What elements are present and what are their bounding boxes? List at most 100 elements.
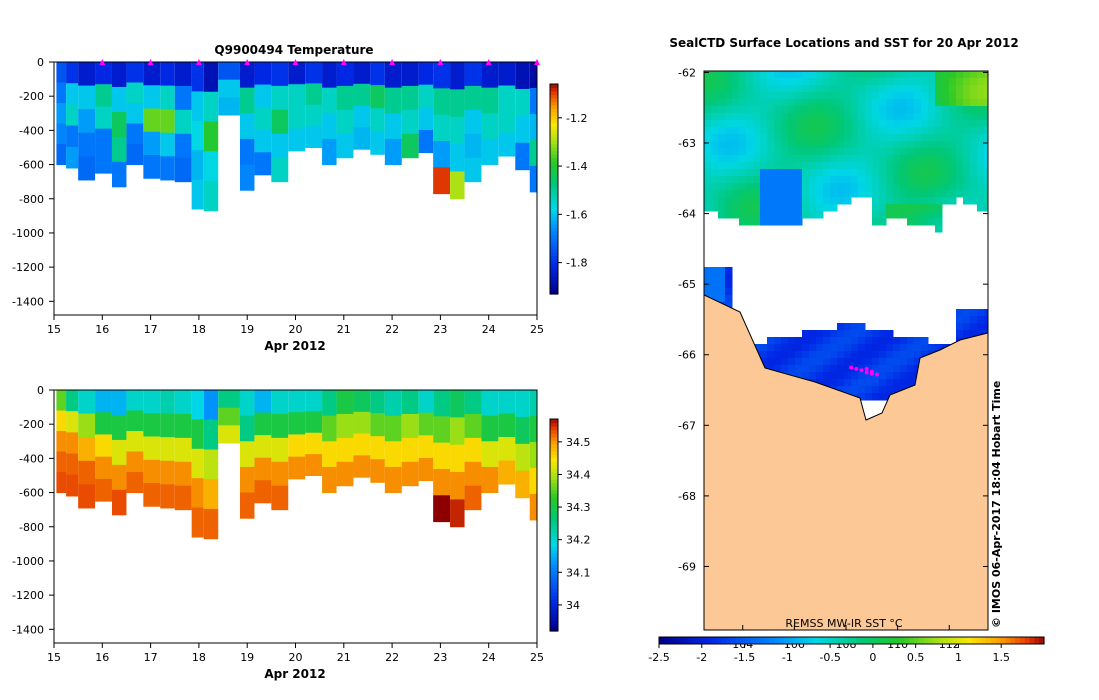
sst-cell [739,141,747,149]
sst-cell [788,85,796,93]
sst-cell [739,92,747,100]
section-cell [498,437,516,462]
section-cell [218,79,240,98]
colorbar-swatch [550,161,558,166]
colorbar-swatch [550,606,558,611]
section-cell [384,441,402,468]
sst-cell [774,92,782,100]
sst-cell [984,113,988,121]
sst-cell [795,183,803,191]
sst-cell [788,190,796,198]
sst-cell [900,183,908,191]
sst-cell [956,190,964,198]
colorbar-swatch [550,599,558,604]
sst-cell [907,85,915,93]
sst-cell [746,197,754,205]
sst-cell [837,372,845,380]
sst-colorbar-frame [658,636,1045,645]
sst-cell [767,113,775,121]
sst-cell [711,288,719,296]
map-content [704,71,988,630]
section-cell [95,434,112,458]
sst-cell [795,92,803,100]
colorbar-swatch [550,276,558,281]
sst-cell [914,127,922,135]
sst-cell [837,162,845,170]
section-cell [143,62,161,86]
salinity-y-ticks: 0-200-400-600-800-1000-1200-1400 [12,384,54,636]
sst-colorbar-swatch [986,637,992,644]
sst-cell [977,148,985,156]
sst-cell [830,92,838,100]
sst-cell [886,113,894,121]
sst-cell [942,162,950,170]
section-cell [271,485,289,511]
sst-cell [865,99,873,107]
colorbar-swatch [550,517,558,523]
section-cell [111,439,127,466]
sst-cell [732,92,740,100]
sst-cell [858,78,866,86]
section-cell [203,62,219,93]
sst-colorbar-swatch [870,637,877,644]
sst-cell [830,183,838,191]
colorbar-swatch [550,588,558,593]
sst-cell [977,183,985,191]
section-cell [191,120,204,151]
sst-cell [788,155,796,163]
section-cell [191,179,204,210]
sst-cell [914,344,922,352]
x-tick-label: 21 [337,651,351,664]
sst-cell [767,127,775,135]
colorbar-swatch [550,150,558,155]
sst-cell [760,106,768,114]
sst-cell [802,85,810,93]
section-cell [401,62,419,87]
salinity-panel: 15 16 17 18 19 20 21 22 23 24 25 0-200-400-600-800… [12,384,590,681]
colorbar-swatch [550,496,558,501]
sst-cell [802,344,810,352]
section-cell [56,410,67,432]
sst-cell [921,120,929,128]
sst-cell [900,141,908,149]
sst-cell [837,134,845,142]
sst-cell [949,127,957,135]
sst-cell [984,162,988,170]
section-cell [336,413,354,439]
sst-cell [914,155,922,163]
sst-cell [942,99,950,107]
sst-cell [865,330,873,338]
sst-cell [739,120,747,128]
section-cell [239,138,255,166]
section-cell [271,109,289,135]
colorbar-swatch [550,227,558,232]
sst-cell [746,162,754,170]
sst-cell [844,113,852,121]
sst-cell [711,183,719,191]
sst-cell [851,330,859,338]
sst-cell [809,127,817,135]
lat-tick-label: -67 [678,419,696,432]
sst-cell [823,148,831,156]
sst-cell [907,120,915,128]
section-cell [464,62,482,87]
profile-marker [485,59,492,65]
sst-cell [942,148,950,156]
sst-cell [942,169,950,177]
sst-cell [879,379,887,387]
seal-track-point [874,372,879,377]
sst-cell [900,344,908,352]
sst-cell [984,155,988,163]
sst-cell [949,162,957,170]
sst-cell [879,169,887,177]
section-cell [254,480,272,504]
sst-cell [914,148,922,156]
section-cell [160,413,175,438]
section-cell [66,62,79,84]
sst-cell [984,127,988,135]
sst-cell [977,106,985,114]
section-cell [515,115,530,144]
sst-cell [914,197,922,205]
sst-cell [823,106,831,114]
section-cell [498,390,516,415]
